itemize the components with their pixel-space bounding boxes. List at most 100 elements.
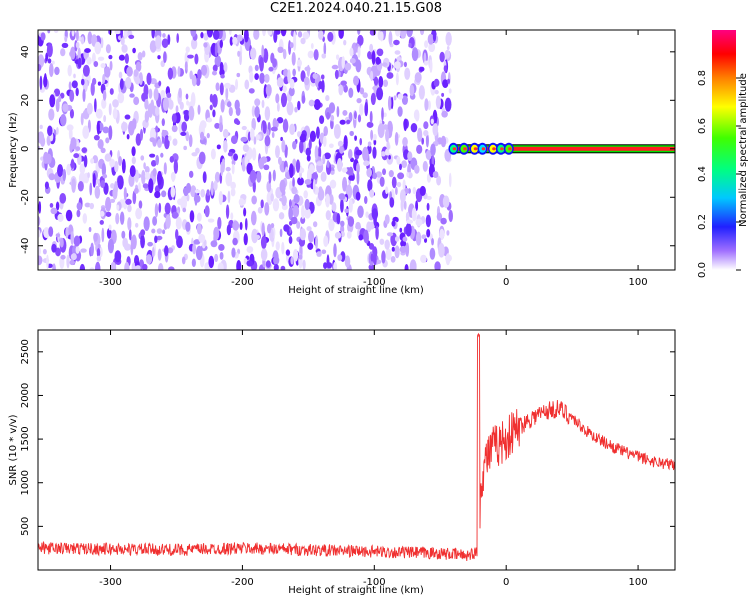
noise-blob bbox=[251, 147, 257, 161]
noise-blob bbox=[66, 163, 72, 176]
noise-blob bbox=[211, 70, 218, 76]
noise-blob bbox=[290, 256, 294, 265]
noise-blob bbox=[47, 30, 51, 34]
noise-blob bbox=[185, 46, 190, 53]
noise-blob bbox=[349, 47, 354, 57]
noise-blob bbox=[225, 86, 229, 101]
noise-blob bbox=[66, 254, 70, 269]
noise-blob bbox=[160, 152, 164, 158]
noise-blob bbox=[264, 106, 271, 121]
noise-blob bbox=[167, 34, 171, 46]
snr-y-tick-label: 2500 bbox=[20, 339, 31, 364]
noise-blob bbox=[370, 129, 374, 141]
noise-blob bbox=[75, 87, 79, 97]
noise-blob bbox=[355, 191, 361, 201]
noise-blob bbox=[79, 263, 86, 270]
noise-blob bbox=[315, 235, 318, 250]
noise-blob bbox=[129, 93, 135, 98]
noise-blob bbox=[363, 160, 370, 167]
noise-blob bbox=[154, 106, 160, 116]
noise-blob bbox=[261, 222, 265, 237]
noise-blob bbox=[154, 235, 158, 244]
noise-blob bbox=[184, 61, 188, 71]
noise-blob bbox=[228, 106, 233, 117]
noise-blob bbox=[178, 87, 182, 99]
noise-blob bbox=[448, 209, 453, 223]
noise-blob bbox=[120, 30, 123, 39]
noise-blob bbox=[225, 172, 233, 187]
noise-blob bbox=[321, 249, 327, 255]
noise-blob bbox=[368, 242, 375, 250]
noise-blob bbox=[260, 156, 268, 164]
noise-blob bbox=[306, 154, 311, 162]
noise-blob bbox=[229, 36, 234, 46]
noise-blob bbox=[189, 70, 193, 80]
noise-blob bbox=[197, 104, 201, 115]
noise-blob bbox=[93, 232, 98, 242]
noise-blob bbox=[166, 92, 172, 98]
noise-blob bbox=[207, 218, 215, 223]
noise-blob bbox=[362, 146, 369, 162]
noise-blob bbox=[403, 118, 408, 132]
heatmap-x-tick-label: 0 bbox=[503, 277, 509, 288]
noise-blob bbox=[260, 235, 267, 250]
noise-blob bbox=[270, 222, 275, 229]
noise-blob bbox=[103, 115, 107, 123]
noise-blob bbox=[338, 193, 346, 201]
noise-blob bbox=[38, 255, 43, 266]
noise-blob bbox=[359, 137, 363, 146]
noise-blob bbox=[75, 246, 80, 254]
noise-blob bbox=[82, 64, 90, 77]
noise-blob bbox=[320, 171, 327, 182]
noise-blob bbox=[138, 182, 141, 193]
noise-blob bbox=[300, 216, 306, 224]
noise-blob bbox=[90, 158, 95, 164]
noise-blob bbox=[133, 187, 139, 194]
noise-blob bbox=[400, 240, 407, 248]
noise-blob bbox=[367, 179, 373, 192]
noise-blob bbox=[71, 178, 76, 193]
noise-blob bbox=[48, 173, 56, 181]
noise-blob bbox=[325, 94, 330, 102]
noise-blob bbox=[105, 196, 112, 212]
snr-y-axis-label: SNR (10 * v/v) bbox=[8, 414, 19, 485]
noise-blob bbox=[206, 30, 214, 38]
noise-blob bbox=[281, 241, 285, 255]
noise-blob bbox=[236, 72, 241, 78]
noise-blob bbox=[403, 61, 407, 68]
signal-onset-center bbox=[473, 147, 478, 151]
noise-blob bbox=[125, 198, 132, 205]
noise-blob bbox=[396, 156, 401, 165]
noise-blob bbox=[336, 158, 343, 172]
noise-blob bbox=[139, 128, 144, 141]
noise-blob bbox=[353, 111, 357, 120]
noise-blob bbox=[301, 204, 305, 220]
noise-blob bbox=[135, 133, 142, 146]
noise-blob bbox=[155, 35, 162, 50]
noise-blob bbox=[224, 82, 231, 89]
noise-blob bbox=[421, 234, 427, 240]
noise-blob bbox=[386, 72, 394, 79]
noise-blob bbox=[446, 230, 450, 236]
noise-blob bbox=[367, 141, 372, 147]
noise-blob bbox=[425, 133, 429, 148]
noise-blob bbox=[142, 183, 149, 189]
noise-blob bbox=[210, 180, 214, 196]
noise-blob bbox=[186, 100, 190, 106]
noise-blob bbox=[330, 114, 335, 122]
noise-blob bbox=[118, 54, 126, 61]
noise-blob bbox=[155, 154, 160, 166]
noise-blob bbox=[121, 158, 126, 174]
noise-blob bbox=[249, 127, 255, 141]
noise-blob bbox=[357, 30, 361, 35]
noise-blob bbox=[87, 172, 90, 179]
noise-blob bbox=[375, 56, 381, 65]
noise-blob bbox=[281, 194, 287, 207]
noise-blob bbox=[127, 204, 132, 213]
noise-blob bbox=[38, 229, 41, 238]
noise-blob bbox=[272, 117, 278, 129]
noise-blob bbox=[200, 64, 208, 76]
noise-blob bbox=[253, 30, 260, 40]
noise-blob bbox=[170, 171, 176, 181]
